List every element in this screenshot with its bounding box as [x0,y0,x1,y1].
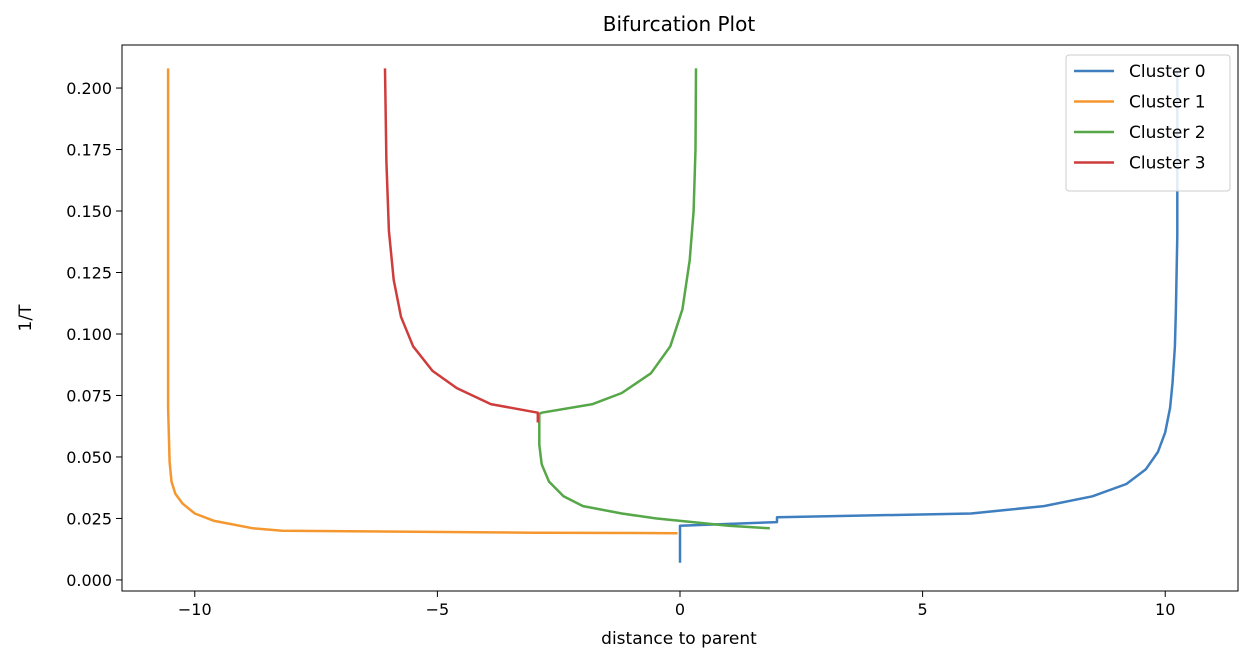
y-tick-label: 0.125 [66,264,112,283]
legend-label: Cluster 2 [1129,123,1206,143]
legend: Cluster 0 Cluster 1 Cluster 2 Cluster 3 [1065,54,1231,192]
y-tick-label: 0.150 [66,202,112,221]
x-axis: −10 −5 0 5 10 [178,591,1175,619]
series-line-cluster-0 [678,68,1179,563]
x-axis-title: distance to parent [601,629,757,649]
series-line-cluster-2 [538,68,770,530]
legend-box [1065,54,1231,192]
series-line-cluster-1 [166,68,678,535]
x-tick-label: 5 [918,600,928,619]
y-tick-label: 0.025 [66,509,112,528]
y-tick-label: 0.200 [66,79,112,98]
x-tick-label: −5 [426,600,450,619]
series-layer [166,68,1179,563]
y-tick-label: 0.175 [66,141,112,160]
y-tick-label: 0.100 [66,325,112,344]
series-line-cluster-3 [383,68,540,423]
legend-label: Cluster 0 [1129,62,1206,82]
y-tick-label: 0.000 [66,571,112,590]
legend-label: Cluster 3 [1129,154,1206,174]
y-axis-title: 1/T [16,304,36,332]
y-tick-label: 0.050 [66,448,112,467]
chart-title: Bifurcation Plot [603,12,756,36]
x-tick-label: 10 [1155,600,1175,619]
x-tick-label: 0 [675,600,685,619]
y-axis: 0.000 0.025 0.050 0.075 0.100 0.125 0.150 0.175… [66,79,122,590]
x-tick-label: −10 [178,600,212,619]
y-tick-label: 0.075 [66,386,112,405]
legend-label: Cluster 1 [1129,93,1206,113]
